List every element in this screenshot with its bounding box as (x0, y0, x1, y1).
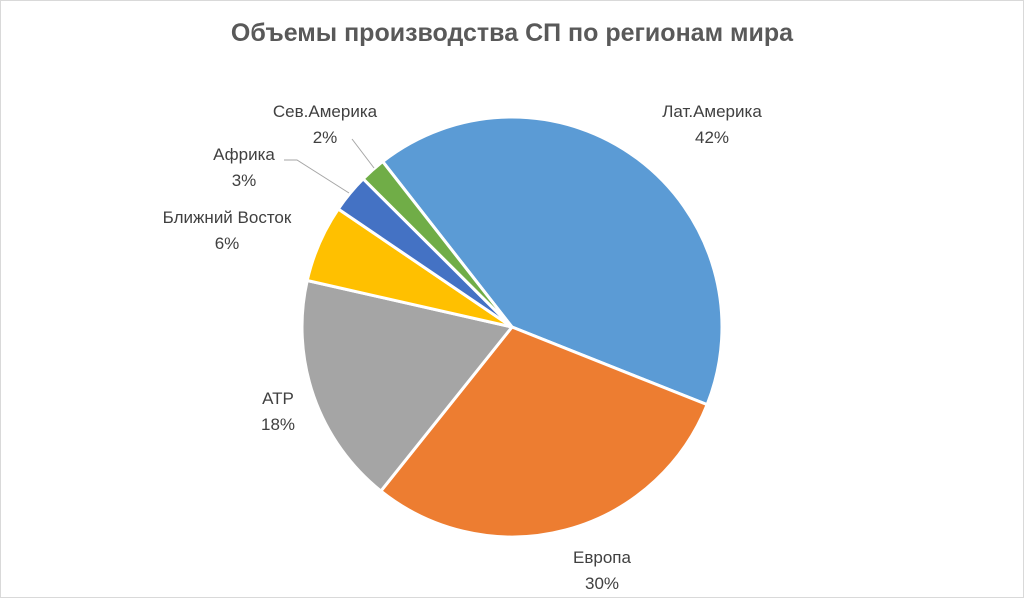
slice-label-value-2: 18% (261, 415, 295, 434)
slice-label-name-5: Сев.Америка (273, 102, 378, 121)
pie-slice-0 (381, 115, 724, 407)
slice-label-value-3: 6% (215, 234, 240, 253)
leader-line-5 (351, 138, 375, 169)
slice-label-value-1: 30% (585, 574, 619, 593)
pie-slice-5 (361, 160, 514, 329)
leader-line-4 (284, 159, 350, 194)
slice-label-value-5: 2% (313, 128, 338, 147)
slice-label-name-3: Ближний Восток (163, 208, 292, 227)
chart-title: Объемы производства СП по регионам мира (230, 19, 794, 47)
slice-label-value-4: 3% (232, 171, 257, 190)
pie-slice-2 (300, 279, 514, 493)
slice-label-name-2: АТР (262, 389, 294, 408)
slice-label-value-0: 42% (695, 128, 729, 147)
slice-label-name-1: Европа (573, 548, 631, 567)
pie-slice-1 (379, 325, 709, 539)
slice-label-name-4: Африка (213, 145, 275, 164)
slice-label-name-0: Лат.Америка (662, 102, 762, 121)
